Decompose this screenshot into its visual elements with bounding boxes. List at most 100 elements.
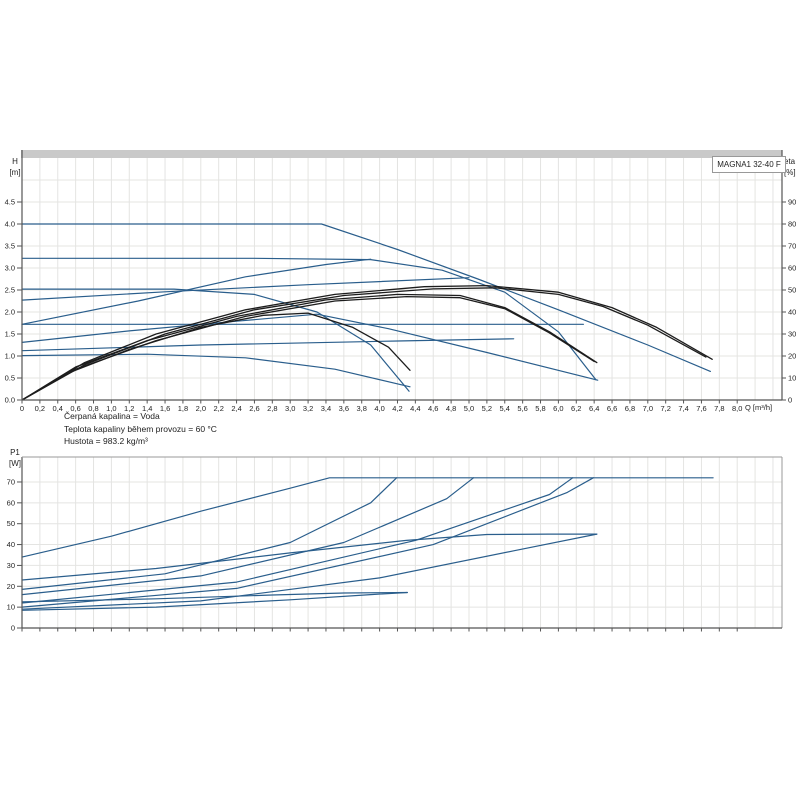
hq-prop-pressure-high [21, 277, 470, 301]
h-tick-label: 2.5 [5, 286, 15, 295]
x-tick-label: 4,2 [392, 404, 402, 413]
p1-axis-unit: [W] [9, 459, 21, 468]
hq-prop-pressure-mid [21, 258, 372, 325]
axis-borders [21, 150, 783, 629]
p1-mode-a [21, 477, 398, 591]
x-tick-label: 0 [20, 404, 24, 413]
x-tick-label: 0,8 [88, 404, 98, 413]
eta-tick-label: 10 [788, 374, 796, 383]
x-tick-label: 3,2 [303, 404, 313, 413]
x-tick-label: 4,4 [410, 404, 420, 413]
x-tick-label: 3,4 [321, 404, 331, 413]
x-tick-label: 6,4 [589, 404, 599, 413]
x-tick-label: 6,6 [607, 404, 617, 413]
x-tick-label: 0,6 [70, 404, 80, 413]
p1-speed-III-max [21, 477, 714, 558]
p1-tick-label: 10 [7, 603, 15, 612]
hq-low-curve-rising [21, 338, 515, 352]
x-tick-label: 5,4 [500, 404, 510, 413]
x-tick-label: 7,2 [660, 404, 670, 413]
p1-speed-II [21, 533, 598, 581]
hq-min-curve [21, 353, 411, 388]
x-tick-label: 3,8 [357, 404, 367, 413]
p1-tick-label: 60 [7, 498, 15, 507]
x-tick-label: 1,8 [178, 404, 188, 413]
h-tick-label: 0.5 [5, 374, 15, 383]
eta-speed-I [21, 312, 411, 401]
p1-tick-label: 50 [7, 519, 15, 528]
x-tick-label: 2,6 [249, 404, 259, 413]
chart-header-bar [21, 150, 782, 158]
x-tick-label: 3,6 [339, 404, 349, 413]
eta-axis-symbol: eta [784, 157, 796, 166]
p1-mode-d [21, 477, 594, 608]
h-axis-symbol: H [12, 157, 18, 166]
eta-tick-label: 60 [788, 264, 796, 273]
x-tick-label: 7,8 [714, 404, 724, 413]
eta-tick-label: 70 [788, 242, 796, 251]
h-tick-label: 3.5 [5, 242, 15, 251]
q-axis-label: Q [m³/h] [745, 403, 773, 412]
eta-tick-label: 80 [788, 220, 796, 229]
tick-labels: 0 0,2 0,4 0,6 0,8 1,0 1,2 1,4 1,6 1,8 2,0 2,2 2,4 2,6… [5, 198, 797, 633]
x-tick-label: 7,0 [643, 404, 653, 413]
h-axis-unit: [m] [9, 168, 21, 177]
p1-tick-label: 20 [7, 582, 15, 591]
x-tick-label: 2,2 [213, 404, 223, 413]
x-tick-label: 1,0 [106, 404, 116, 413]
h-tick-label: 4.5 [5, 198, 15, 207]
p1-low-a [21, 533, 598, 610]
hq-prop-pressure-low [21, 313, 599, 381]
x-tick-label: 1,2 [124, 404, 134, 413]
h-tick-label: 4.0 [5, 220, 15, 229]
x-tick-label: 8,0 [732, 404, 742, 413]
h-tick-label: 0.0 [5, 396, 15, 405]
grid-lines [22, 158, 782, 628]
x-tick-label: 0,2 [35, 404, 45, 413]
condition-density: Hustota = 983.2 kg/m³ [64, 436, 148, 446]
h-axis-label: H [m] [0, 156, 30, 178]
eta-speed-III [21, 284, 713, 401]
p1-tick-label: 0 [11, 624, 15, 633]
x-tick-label: 6,8 [625, 404, 635, 413]
p1-mode-c [21, 477, 574, 604]
x-tick-label: 5,8 [535, 404, 545, 413]
x-tick-label: 5,0 [464, 404, 474, 413]
hq-speed-I [21, 288, 410, 392]
x-tick-label: 0,4 [53, 404, 63, 413]
eta-tick-label: 50 [788, 286, 796, 295]
eta-axis-label: eta [%] [784, 156, 800, 178]
x-tick-label: 5,6 [517, 404, 527, 413]
chart-header-bar [21, 150, 782, 158]
p1-tick-label: 70 [7, 477, 15, 486]
p1-min [21, 591, 408, 611]
x-tick-label: 6,0 [553, 404, 563, 413]
eta-speed-II [21, 293, 598, 401]
x-tick-label: 5,2 [482, 404, 492, 413]
curve-series [21, 223, 714, 611]
condition-temperature: Teplota kapaliny během provozu = 60 °C [64, 423, 217, 434]
p1-tick-label: 30 [7, 561, 15, 570]
eta-tick-label: 90 [788, 198, 796, 207]
p1-axis-label: P1 [W] [0, 447, 30, 469]
x-tick-label: 7,6 [696, 404, 706, 413]
operating-conditions: Čerpaná kapalina = Voda Teplota kapaliny… [64, 410, 217, 448]
x-tick-label: 2,8 [267, 404, 277, 413]
h-tick-label: 3.0 [5, 264, 15, 273]
x-tick-label: 4,0 [374, 404, 384, 413]
tick-marks [17, 201, 786, 632]
x-tick-label: 7,4 [678, 404, 688, 413]
condition-liquid: Čerpaná kapalina = Voda [64, 411, 160, 421]
x-tick-label: 4,8 [446, 404, 456, 413]
eta-tick-label: 20 [788, 352, 796, 361]
h-tick-label: 2.0 [5, 308, 15, 317]
h-tick-label: 1.5 [5, 330, 15, 339]
x-tick-label: 2,4 [231, 404, 241, 413]
hq-speed-III-max [21, 223, 712, 372]
eta-tick-label: 40 [788, 308, 796, 317]
x-tick-label: 3,0 [285, 404, 295, 413]
eta-axis-unit: [%] [784, 168, 796, 177]
h-tick-label: 1.0 [5, 352, 15, 361]
